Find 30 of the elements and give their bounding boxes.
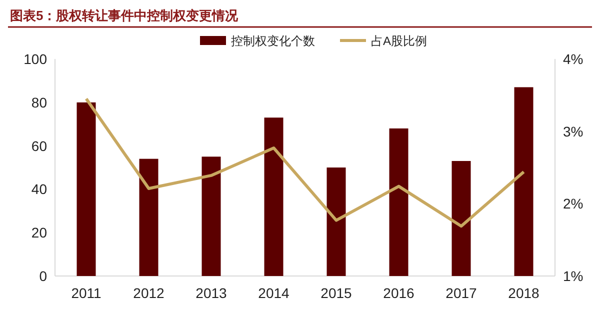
legend-label: 控制权变化个数 (231, 34, 315, 48)
bar (202, 156, 221, 276)
y-tick-label: 80 (31, 94, 48, 110)
y-tick-label: 40 (31, 181, 48, 198)
y-tick-label: 100 (24, 51, 48, 67)
x-tick-label: 2013 (196, 285, 228, 301)
x-tick-label: 2017 (446, 285, 478, 301)
x-tick-label: 2016 (383, 285, 415, 301)
y2-tick-label: 2% (563, 196, 584, 212)
y-tick-label: 0 (39, 268, 48, 284)
bar (514, 87, 534, 276)
bar (264, 118, 284, 276)
line-series (84, 97, 526, 228)
bar (389, 128, 408, 276)
bar (139, 158, 158, 276)
x-tick-label: 2018 (508, 285, 540, 301)
legend-label: 占A股比例 (371, 34, 428, 48)
y-tick-label: 20 (31, 224, 48, 241)
x-tick-label: 2014 (258, 285, 290, 301)
y-tick-label: 60 (31, 138, 48, 154)
bar (326, 168, 346, 276)
chart-title: 图表5：股权转让事件中控制权变更情况 (10, 8, 240, 23)
x-tick-label: 2015 (320, 285, 352, 301)
y2-tick-label: 4% (563, 51, 584, 67)
bar (452, 160, 471, 276)
y2-tick-label: 1% (563, 268, 584, 284)
y2-tick-label: 3% (563, 123, 584, 140)
x-tick-label: 2012 (133, 285, 165, 301)
bar (76, 102, 96, 276)
x-tick-label: 2011 (71, 285, 102, 301)
